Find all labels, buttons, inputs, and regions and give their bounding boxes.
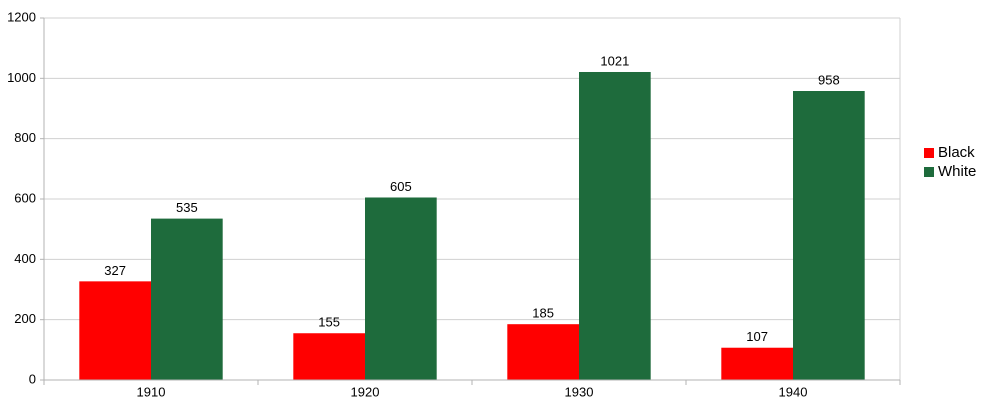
y-tick-label: 1000 xyxy=(7,70,36,85)
y-tick-label: 400 xyxy=(14,251,36,266)
x-tick-label: 1940 xyxy=(779,384,808,399)
bar xyxy=(721,347,793,380)
bar xyxy=(151,218,223,380)
y-tick-label: 200 xyxy=(14,311,36,326)
y-tick-label: 600 xyxy=(14,190,36,205)
data-label: 327 xyxy=(104,263,126,278)
bar xyxy=(365,197,437,380)
data-label: 958 xyxy=(818,72,840,87)
data-label: 605 xyxy=(390,179,412,194)
x-tick-label: 1920 xyxy=(351,384,380,399)
legend-swatch xyxy=(924,167,934,177)
data-label: 185 xyxy=(532,306,554,321)
legend-swatch xyxy=(924,148,934,158)
x-tick-label: 1910 xyxy=(137,384,166,399)
data-label: 107 xyxy=(746,329,768,344)
data-label: 1021 xyxy=(600,53,629,68)
y-tick-label: 0 xyxy=(29,371,36,386)
y-tick-label: 800 xyxy=(14,130,36,145)
legend-label: White xyxy=(938,163,976,180)
bar xyxy=(579,71,651,380)
legend: Black White xyxy=(924,144,976,180)
bar xyxy=(293,333,365,380)
bar xyxy=(79,281,151,380)
y-tick-label: 1200 xyxy=(7,9,36,24)
bar xyxy=(793,91,865,381)
legend-label: Black xyxy=(938,144,975,161)
data-label: 535 xyxy=(176,200,198,215)
x-tick-label: 1930 xyxy=(565,384,594,399)
data-label: 155 xyxy=(318,315,340,330)
bar xyxy=(507,324,579,380)
